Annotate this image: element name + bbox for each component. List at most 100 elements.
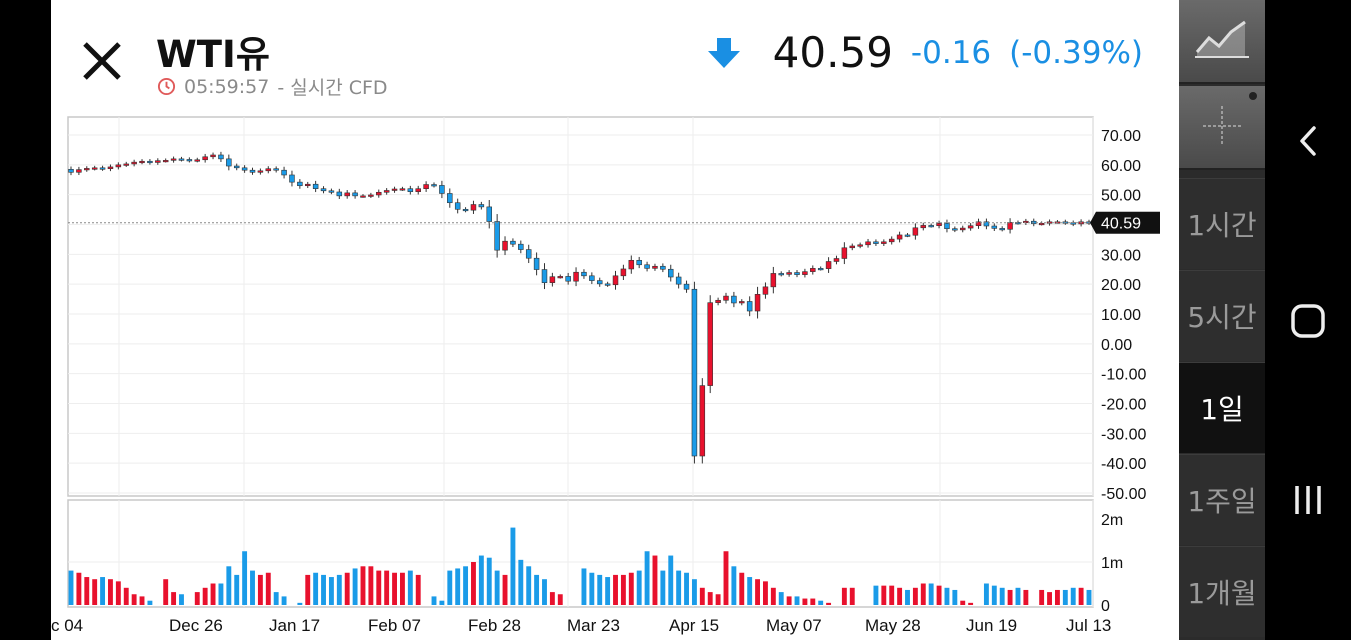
candlestick-chart[interactable]: 70.0060.0050.0040.0030.0020.0010.000.00-… <box>51 0 1179 640</box>
candle <box>565 276 571 282</box>
candle <box>115 164 122 168</box>
volume-bar <box>242 551 248 605</box>
volume-bar <box>810 598 816 605</box>
candle <box>896 234 903 240</box>
volume-bar <box>794 596 800 605</box>
candle <box>312 183 319 190</box>
period-3[interactable]: 1일 <box>1179 362 1265 453</box>
candle <box>731 295 737 304</box>
candle <box>675 276 682 285</box>
volume-bar <box>376 570 382 605</box>
volume-bar <box>115 581 121 605</box>
volume-bar <box>968 602 974 605</box>
volume-bar <box>676 570 682 605</box>
y-tick-label: 50.00 <box>1101 188 1141 205</box>
volume-bar <box>510 527 516 605</box>
volume-bar <box>1078 587 1084 605</box>
candle <box>502 240 508 251</box>
candle <box>391 188 398 191</box>
candle <box>297 181 303 187</box>
candle <box>525 249 532 259</box>
candle <box>139 160 145 164</box>
candle <box>241 167 248 171</box>
y-tick-label: -20.00 <box>1101 397 1146 414</box>
price-panel <box>67 116 1094 497</box>
candle <box>470 204 477 211</box>
candle <box>439 185 445 194</box>
candle <box>991 225 998 229</box>
volume-bar <box>179 594 184 605</box>
candle <box>368 194 374 197</box>
volume-bar <box>486 557 492 605</box>
volume-bar <box>92 579 98 605</box>
volume-bar <box>518 559 524 605</box>
y-tick-label: -30.00 <box>1101 426 1146 443</box>
candle <box>691 288 698 457</box>
price-change: -0.16 <box>910 34 992 71</box>
candle <box>983 221 990 227</box>
volume-bar <box>589 572 595 605</box>
volume-bar <box>841 587 847 605</box>
candle <box>147 160 153 164</box>
volume-bar <box>778 592 784 605</box>
period-5[interactable]: 1개월 <box>1179 546 1265 637</box>
volume-bar <box>873 585 879 605</box>
candle <box>320 188 327 192</box>
back-icon[interactable] <box>1285 118 1331 164</box>
candle <box>510 240 516 245</box>
volume-tick-label: 2m <box>1101 512 1123 529</box>
y-tick-label: 20.00 <box>1101 277 1141 294</box>
candle <box>802 271 808 275</box>
close-button[interactable] <box>79 38 125 84</box>
candle <box>644 264 650 269</box>
candle <box>928 225 934 228</box>
volume-bar <box>202 587 208 605</box>
volume-bar <box>597 574 603 605</box>
candle <box>604 283 611 286</box>
candle <box>825 261 832 269</box>
x-tick-label: Mar 23 <box>567 616 620 635</box>
y-tick-label: 70.00 <box>1101 128 1141 145</box>
volume-bar <box>100 577 106 605</box>
period-1[interactable]: 1시간 <box>1179 178 1265 269</box>
crosshair-button[interactable] <box>1179 86 1265 170</box>
candle <box>123 163 129 166</box>
chart-screen: WTI유 05:59:57 - 실시간 CFD 40.59 -0.16 (-0.… <box>51 0 1179 640</box>
candle <box>857 244 863 247</box>
candle <box>841 247 848 259</box>
left-edge <box>0 0 51 640</box>
quote-source: - 실시간 CFD <box>277 77 388 99</box>
period-4[interactable]: 1주일 <box>1179 454 1265 545</box>
volume-bar <box>407 570 413 605</box>
volume-bar <box>707 592 713 605</box>
x-tick-label: Jun 19 <box>966 616 1017 635</box>
candle <box>778 273 784 276</box>
volume-bar <box>557 594 563 605</box>
candle <box>162 160 169 163</box>
volume-bar <box>636 570 642 605</box>
home-icon[interactable] <box>1285 298 1331 344</box>
volume-bar <box>960 600 966 605</box>
volume-bar <box>723 551 729 605</box>
chart-type-button[interactable] <box>1179 0 1265 84</box>
candle <box>344 192 350 197</box>
x-tick-label: May 07 <box>766 616 822 635</box>
candle <box>257 170 264 173</box>
volume-bar <box>250 570 255 605</box>
candle <box>407 188 414 192</box>
volume-bar <box>684 572 689 605</box>
volume-bar <box>991 585 997 605</box>
candle <box>541 269 548 283</box>
volume-bar <box>210 583 216 605</box>
candle <box>707 302 713 386</box>
volume-bar <box>502 574 508 605</box>
recent-apps-icon[interactable] <box>1285 477 1331 523</box>
volume-bar <box>431 596 437 605</box>
volume-bar <box>763 581 768 605</box>
candle <box>76 169 82 173</box>
period-2[interactable]: 5시간 <box>1179 270 1265 361</box>
candle <box>881 241 887 244</box>
candle <box>518 243 524 250</box>
candle <box>68 169 74 173</box>
volume-bar <box>747 577 753 605</box>
